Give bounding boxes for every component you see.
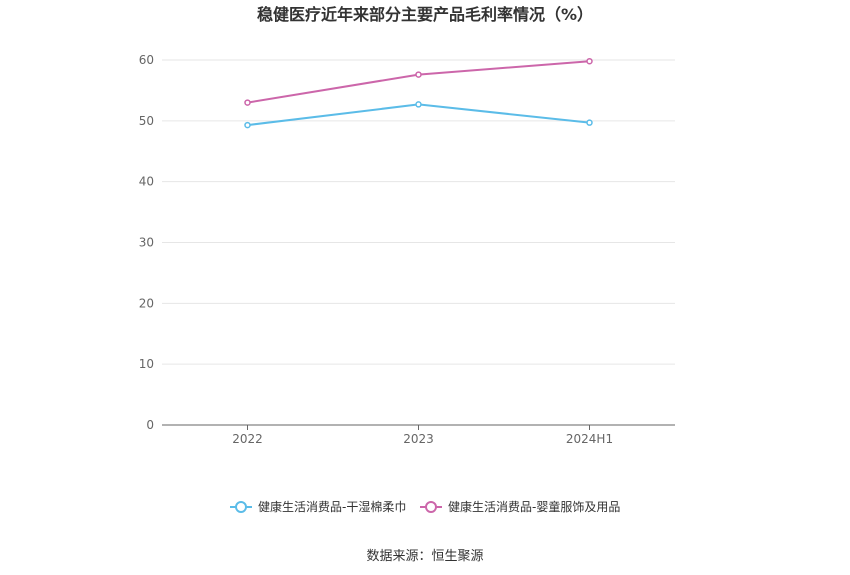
series-2 bbox=[244, 57, 593, 106]
y-tick-label: 60 bbox=[139, 53, 154, 67]
legend-label: 健康生活消费品-婴童服饰及用品 bbox=[448, 499, 620, 514]
series-1 bbox=[244, 101, 593, 129]
y-tick-label: 20 bbox=[139, 296, 154, 310]
y-tick-label: 0 bbox=[146, 418, 154, 432]
chart-title: 稳健医疗近年来部分主要产品毛利率情况（%） bbox=[257, 5, 593, 24]
data-point bbox=[415, 71, 422, 78]
y-tick-label: 40 bbox=[139, 175, 154, 189]
series-line bbox=[247, 60, 590, 104]
data-point bbox=[586, 119, 593, 126]
data-point bbox=[586, 57, 593, 65]
legend: 健康生活消费品-干湿棉柔巾 健康生活消费品-婴童服饰及用品 bbox=[230, 499, 620, 514]
data-source: 数据来源：恒生聚源 bbox=[366, 549, 483, 564]
y-tick-label: 10 bbox=[139, 357, 154, 371]
x-tick-label: 2022 bbox=[232, 432, 263, 446]
legend-item-2: 健康生活消费品-婴童服饰及用品 bbox=[420, 499, 620, 514]
x-tick-label: 2024H1 bbox=[566, 432, 613, 446]
y-tick-label: 30 bbox=[139, 236, 154, 250]
legend-marker bbox=[235, 501, 247, 513]
legend-item-1: 健康生活消费品-干湿棉柔巾 bbox=[230, 499, 406, 514]
data-point bbox=[244, 121, 251, 129]
y-axis: 0 10 20 30 40 50 60 bbox=[139, 53, 154, 432]
y-tick-label: 50 bbox=[139, 114, 154, 128]
x-tick-label: 2023 bbox=[403, 432, 434, 446]
series-group bbox=[244, 57, 593, 129]
legend-marker bbox=[425, 501, 437, 513]
grid-lines bbox=[162, 59, 675, 365]
data-point bbox=[415, 101, 422, 108]
legend-label: 健康生活消费品-干湿棉柔巾 bbox=[258, 499, 406, 514]
data-point bbox=[244, 99, 251, 106]
x-axis: 2022 2023 2024H1 bbox=[162, 424, 675, 446]
